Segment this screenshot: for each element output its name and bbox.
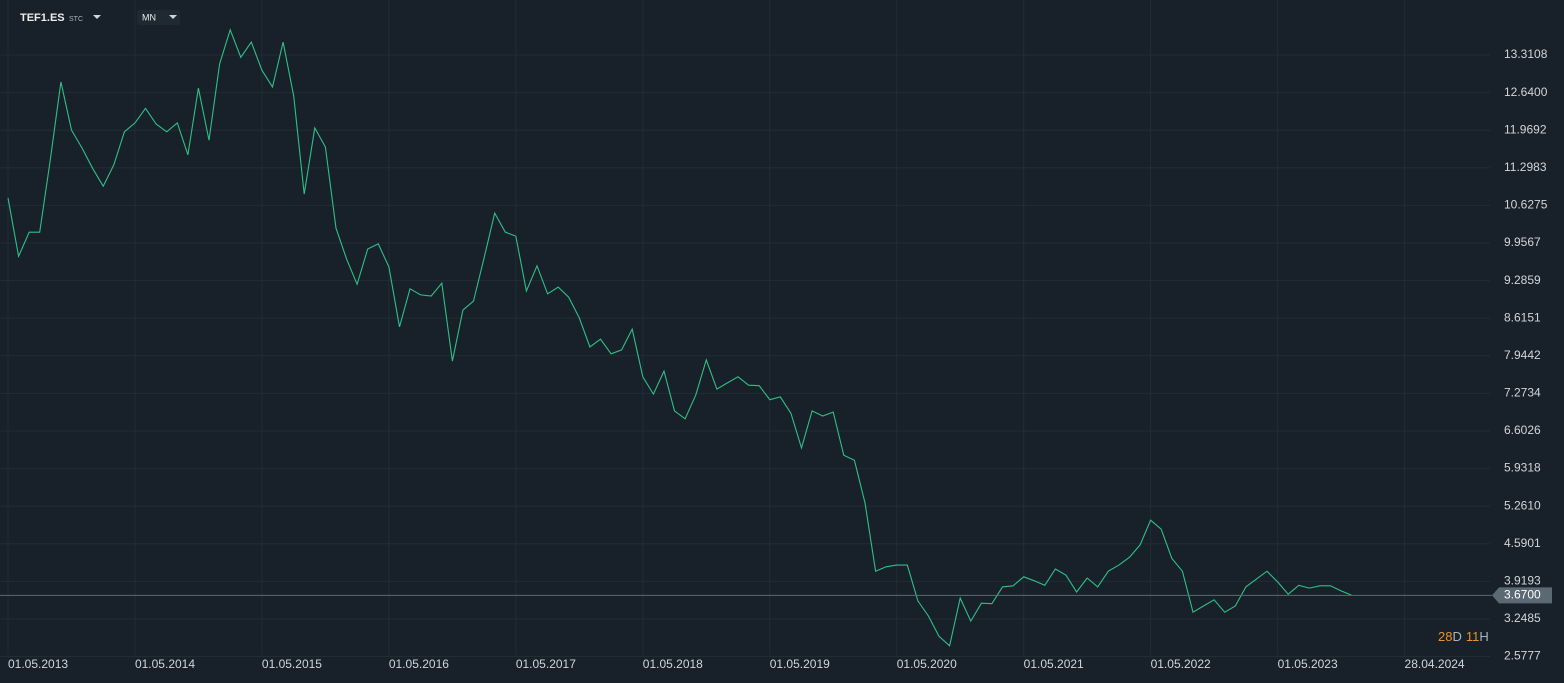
y-tick-label: 3.2485	[1504, 611, 1541, 625]
y-tick-label: 9.2859	[1504, 273, 1541, 287]
y-tick-label: 10.6275	[1504, 198, 1548, 212]
x-tick-label: 01.05.2014	[135, 657, 195, 671]
x-tick-label: 01.05.2013	[8, 657, 68, 671]
symbol-type: STC	[69, 16, 83, 23]
interval-dropdown[interactable]	[169, 15, 177, 19]
plot	[0, 28, 1492, 647]
y-tick-label: 2.5777	[1504, 649, 1541, 663]
y-tick-label: 6.6026	[1504, 423, 1541, 437]
y-tick-label: 8.6151	[1504, 310, 1541, 324]
countdown: 28D 11H	[1438, 629, 1489, 644]
x-tick-label: 01.05.2015	[262, 657, 322, 671]
interval[interactable]: MN	[142, 12, 156, 22]
y-tick-label: 4.5901	[1504, 536, 1541, 550]
x-tick-label: 28.04.2024	[1405, 657, 1465, 671]
countdown-hours: 11	[1466, 629, 1480, 644]
interval-button[interactable]	[137, 10, 180, 25]
x-tick-label: 01.05.2018	[643, 657, 703, 671]
x-tick-label: 01.05.2023	[1278, 657, 1338, 671]
y-tick-label: 11.9692	[1504, 122, 1547, 136]
y-tick-label: 5.9318	[1504, 461, 1541, 475]
x-tick-label: 01.05.2016	[389, 657, 449, 671]
symbol[interactable]: TEF1.ES	[20, 12, 65, 24]
y-tick-label: 9.9567	[1504, 235, 1541, 249]
grid	[0, 0, 1490, 658]
y-tick-label: 12.6400	[1504, 85, 1548, 99]
price-line-series	[7, 28, 1352, 647]
x-tick-label: 01.05.2020	[897, 657, 957, 671]
labels: 2.5777 3.2485 3.9193 4.5901 5.2610 5.9318 6.60…	[8, 47, 1552, 671]
x-tick-label: 01.05.2017	[516, 657, 576, 671]
countdown-days: 28	[1438, 629, 1452, 644]
y-tick-label: 13.3108	[1504, 47, 1548, 61]
countdown-days-unit: D	[1452, 629, 1461, 644]
x-tick-label: 01.05.2022	[1151, 657, 1211, 671]
y-tick-label: 11.2983	[1504, 160, 1547, 174]
x-tick-label: 01.05.2019	[770, 657, 830, 671]
symbol-dropdown[interactable]	[93, 15, 101, 19]
y-tick-label: 3.9193	[1504, 574, 1541, 588]
y-tick-label: 7.9442	[1504, 348, 1541, 362]
current-price-tag	[1492, 587, 1552, 604]
current-price-label: 3.6700	[1504, 588, 1541, 602]
countdown-hours-unit: H	[1479, 629, 1488, 644]
y-tick-label: 7.2734	[1504, 386, 1541, 400]
x-tick-label: 01.05.2021	[1024, 657, 1084, 671]
y-tick-label: 5.2610	[1504, 498, 1541, 512]
